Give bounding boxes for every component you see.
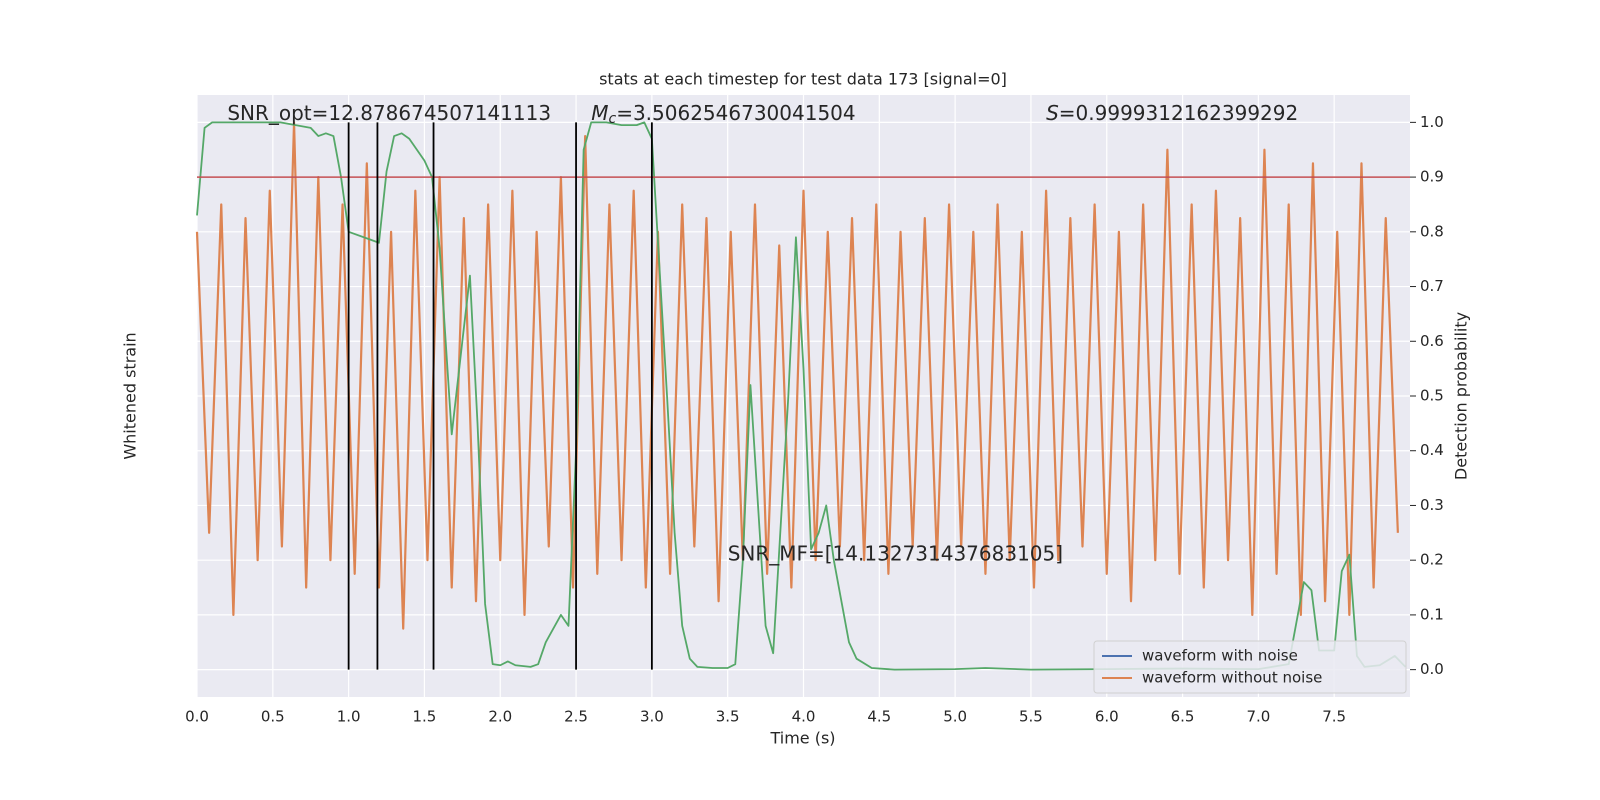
x-tick-label: 5.5 xyxy=(1019,708,1043,726)
annotation-text: SNR_opt=12.878674507141113 xyxy=(227,101,551,125)
annotation-subscript: c xyxy=(608,111,616,127)
x-tick-label: 2.0 xyxy=(488,708,512,726)
y2-axis-label: Detection probability xyxy=(1452,312,1471,480)
y-axis-label: Whitened strain xyxy=(121,332,140,459)
y2-tick-label: 0.3 xyxy=(1420,496,1444,514)
y2-tick-label: 0.9 xyxy=(1420,168,1444,186)
y2-tick-label: 0.5 xyxy=(1420,387,1444,405)
x-tick-label: 4.0 xyxy=(792,708,816,726)
legend-label: waveform with noise xyxy=(1142,647,1298,665)
x-tick-label: 7.5 xyxy=(1322,708,1346,726)
legend-label: waveform without noise xyxy=(1142,669,1322,687)
annotation: Mc=3.5062546730041504 xyxy=(591,101,855,128)
x-tick-label: 3.0 xyxy=(640,708,664,726)
x-axis-label: Time (s) xyxy=(769,729,835,748)
chart-title: stats at each timestep for test data 173… xyxy=(599,70,1007,89)
annotation: SNR_MF=[14.132731437683105] xyxy=(728,541,1063,565)
x-tick-label: 2.5 xyxy=(564,708,588,726)
x-tick-label: 1.0 xyxy=(337,708,361,726)
x-tick-label: 4.5 xyxy=(867,708,891,726)
annotation-symbol: S xyxy=(1046,101,1059,125)
x-tick-label: 0.0 xyxy=(185,708,209,726)
line-series xyxy=(195,121,1399,630)
y2-tick-label: 0.6 xyxy=(1420,332,1444,350)
annotation: SNR_opt=12.878674507141113 xyxy=(227,101,551,125)
x-tick-label: 7.0 xyxy=(1246,708,1270,726)
x-tick-label: 1.5 xyxy=(413,708,437,726)
annotation: S=0.9999312162399292 xyxy=(1046,101,1298,125)
y2-tick-label: 0.4 xyxy=(1420,441,1444,459)
annotation-symbol: M xyxy=(591,101,608,125)
x-tick-label: 6.5 xyxy=(1171,708,1195,726)
x-tick-label: 6.0 xyxy=(1095,708,1119,726)
annotation-text: SNR_MF=[14.132731437683105] xyxy=(728,541,1063,565)
x-tick-label: 5.0 xyxy=(943,708,967,726)
y2-tick-label: 0.1 xyxy=(1420,605,1444,623)
y2-tick-label: 0.8 xyxy=(1420,222,1444,240)
y2-tick-label: 0.0 xyxy=(1420,660,1444,678)
y2-tick-label: 1.0 xyxy=(1420,113,1444,131)
x-tick-label: 0.5 xyxy=(261,708,285,726)
x-tick-label: 3.5 xyxy=(716,708,740,726)
y2-tick-label: 0.7 xyxy=(1420,277,1444,295)
legend-box xyxy=(1093,640,1407,694)
y2-tick-label: 0.2 xyxy=(1420,551,1444,569)
annotation-text: =0.9999312162399292 xyxy=(1059,101,1298,125)
annotation-text: =3.5062546730041504 xyxy=(616,101,855,125)
